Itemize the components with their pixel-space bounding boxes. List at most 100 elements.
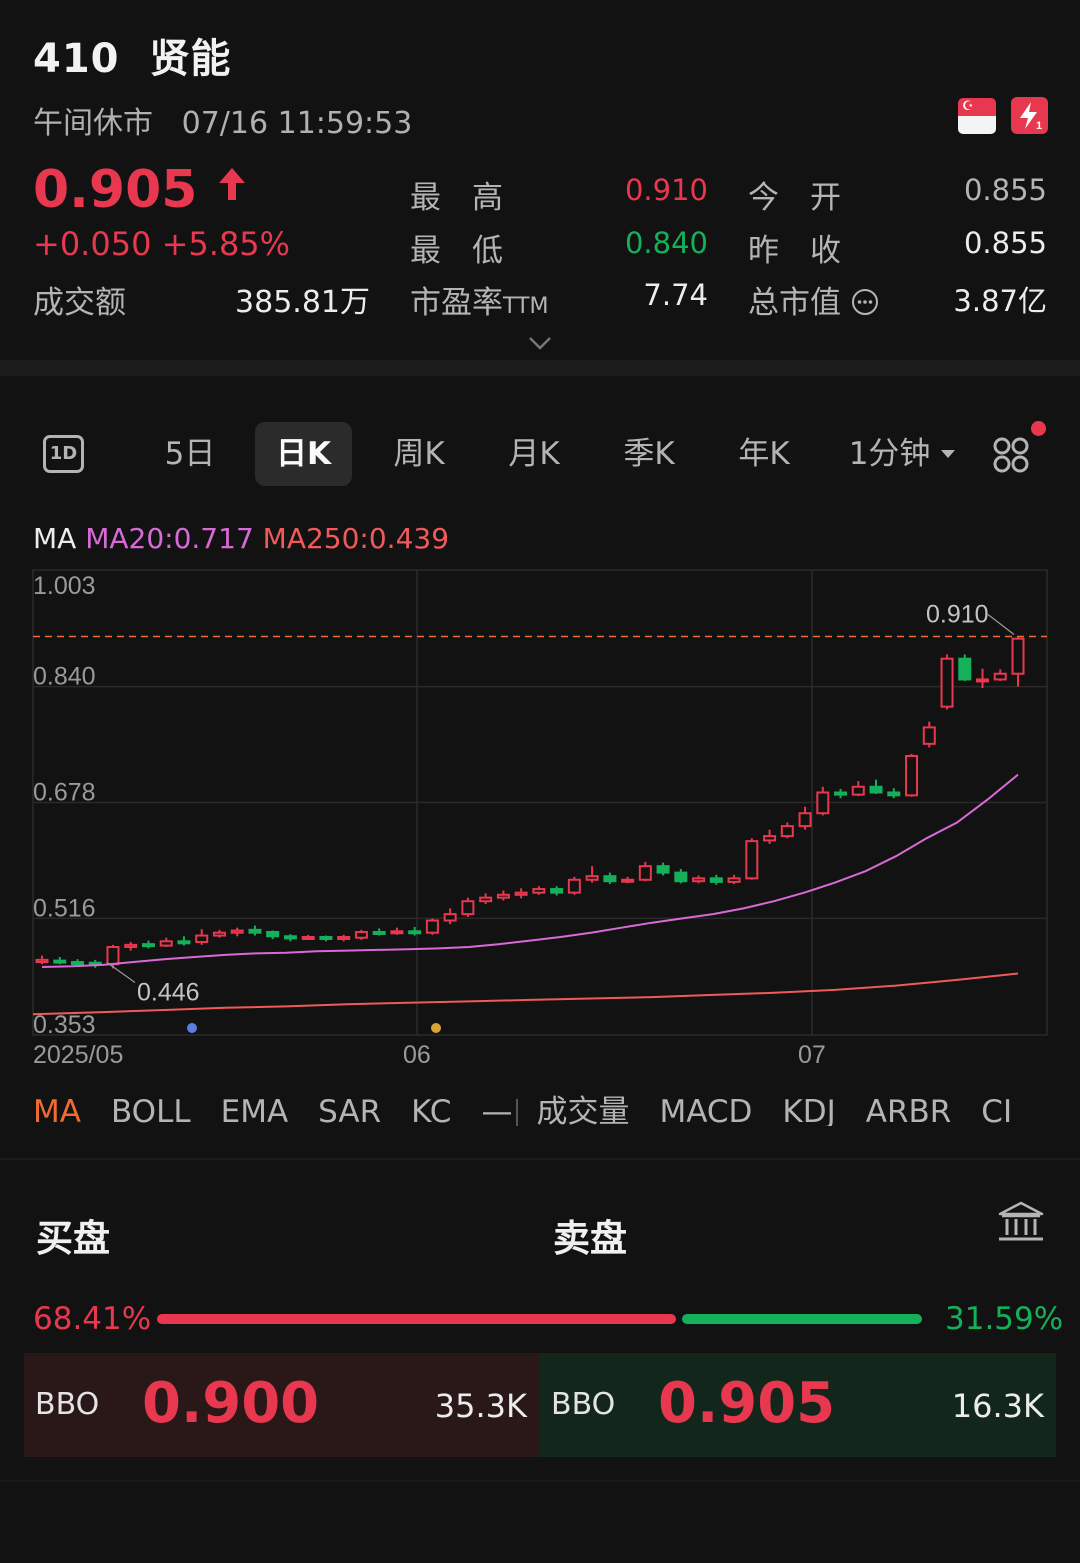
stock-code: 410 <box>33 36 120 82</box>
footer-area <box>0 1480 1080 1563</box>
indicator-tab-成交量[interactable]: 成交量 <box>536 1094 630 1126</box>
candle-body <box>922 726 936 745</box>
high-annotation-leader <box>987 614 1015 636</box>
svg-text:1: 1 <box>1036 120 1042 132</box>
candle-body <box>585 875 599 881</box>
indicator-tab-ma[interactable]: MA <box>33 1094 81 1126</box>
candle-body <box>514 891 528 896</box>
tab-5day[interactable]: 5日 <box>164 436 216 472</box>
y-tick-label: 0.353 <box>33 1011 96 1039</box>
candle-body <box>887 791 901 797</box>
candle-body <box>354 930 368 939</box>
candle-body <box>35 958 49 964</box>
stat-open-value: 0.855 <box>963 173 1047 207</box>
y-tick-label: 1.003 <box>33 572 96 600</box>
ma250-line <box>32 972 1019 1016</box>
indicator-tabs: MA BOLL EMA SAR KC — 成交量 MACD KDJ ARBR CI <box>33 1086 1048 1126</box>
candle-body <box>976 678 990 683</box>
tab-yearly-k[interactable]: 年K <box>738 436 790 472</box>
indicator-separator-icon: — <box>481 1094 513 1126</box>
indicator-tab-sar[interactable]: SAR <box>318 1094 382 1126</box>
ma250-value: MA250:0.439 <box>262 522 450 555</box>
quote-datetime: 07/16 11:59:53 <box>181 106 413 141</box>
event-marker-icon <box>187 1023 197 1033</box>
stat-mktcap-label: 总市值 <box>748 277 879 322</box>
event-marker-icon <box>431 1023 441 1033</box>
more-info-icon[interactable] <box>851 288 879 316</box>
candle-body <box>266 930 280 938</box>
intraday-1d-icon[interactable]: 1D <box>43 435 84 473</box>
market-status: 午间休市 07/16 11:59:53 <box>33 98 412 142</box>
candle-body <box>195 934 209 943</box>
high-annotation: 0.910 <box>926 601 989 629</box>
tab-quarterly-k[interactable]: 季K <box>623 436 675 472</box>
tab-weekly-k[interactable]: 周K <box>393 436 445 472</box>
chevron-down-icon[interactable] <box>527 330 553 356</box>
turnover-value: 385.81万 <box>235 285 370 320</box>
candle-body <box>958 657 972 681</box>
low-annotation-leader <box>106 961 136 983</box>
lightning-icon[interactable]: 1 <box>1011 97 1048 134</box>
candle-body <box>993 672 1007 681</box>
section-divider <box>0 360 1080 376</box>
stat-pe-sub: TTM <box>503 294 549 319</box>
candle-body <box>177 940 191 945</box>
ma-legend: MA MA20:0.717 MA250:0.439 <box>33 522 449 555</box>
candle-body <box>567 878 581 894</box>
candle-body <box>763 835 777 842</box>
indicator-tab-macd[interactable]: MACD <box>659 1094 753 1126</box>
x-tick-label: 06 <box>403 1041 431 1069</box>
candle-body <box>248 928 262 934</box>
indicator-tab-arbr[interactable]: ARBR <box>865 1094 952 1126</box>
stock-title: 410 贤能 <box>33 26 231 84</box>
candle-body <box>230 929 244 934</box>
candle-body <box>709 877 723 883</box>
candle-body <box>940 657 954 708</box>
section-divider <box>0 1158 1080 1160</box>
indicator-tab-kc[interactable]: KC <box>411 1094 452 1126</box>
candle-body <box>638 865 652 881</box>
candle-body <box>869 785 883 794</box>
best-ask-row[interactable]: BBO 0.905 16.3K <box>539 1353 1056 1457</box>
candle-body <box>550 888 564 894</box>
stat-open-label: 今 开 <box>748 180 841 216</box>
candle-body <box>319 935 333 940</box>
buy-percentage: 68.41% <box>33 1301 152 1337</box>
stat-prev-close-label: 昨 收 <box>748 233 841 269</box>
candle-body <box>479 896 493 903</box>
bid-quantity: 35.3K <box>434 1387 527 1425</box>
candle-body <box>461 900 475 916</box>
sell-ratio-bar <box>682 1314 922 1324</box>
indicator-tab-ema[interactable]: EMA <box>220 1094 289 1126</box>
price-change: +0.050 +5.85% <box>33 225 290 263</box>
bank-icon[interactable] <box>996 1200 1046 1244</box>
candle-body <box>283 935 297 940</box>
x-tick-label: 2025/05 <box>33 1041 123 1069</box>
layout-grid-icon[interactable] <box>992 436 1030 474</box>
best-bid-row[interactable]: BBO 0.900 35.3K <box>24 1353 539 1457</box>
tab-1min-dropdown[interactable]: 1分钟 <box>840 422 965 486</box>
candle-body <box>443 913 457 922</box>
candle-body <box>106 946 120 966</box>
indicator-tab-ci[interactable]: CI <box>981 1094 1013 1126</box>
indicator-tab-kdj[interactable]: KDJ <box>782 1094 836 1126</box>
buy-side-title: 买盘 <box>36 1217 110 1260</box>
candle-body <box>124 943 138 949</box>
up-arrow-icon <box>218 168 245 200</box>
candle-body <box>621 878 635 883</box>
candle-body <box>159 940 173 947</box>
bbo-ask-label: BBO <box>551 1387 616 1422</box>
change-percent: +5.85% <box>161 225 291 263</box>
candle-body <box>905 755 919 797</box>
ask-quantity: 16.3K <box>951 1387 1044 1425</box>
tab-monthly-k[interactable]: 月K <box>508 436 560 472</box>
indicator-tab-boll[interactable]: BOLL <box>110 1094 191 1126</box>
bbo-bid-label: BBO <box>35 1387 100 1422</box>
bid-price: 0.900 <box>142 1371 320 1436</box>
tab-daily-k[interactable]: 日K <box>255 422 352 486</box>
market-status-text: 午间休市 <box>33 106 153 141</box>
stat-low-value: 0.840 <box>624 226 708 260</box>
candle-body <box>834 791 848 796</box>
low-annotation: 0.446 <box>137 978 200 1006</box>
